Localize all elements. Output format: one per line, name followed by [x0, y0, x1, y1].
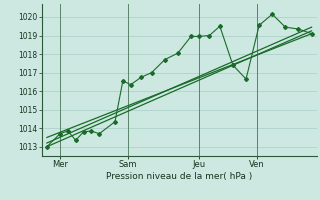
X-axis label: Pression niveau de la mer( hPa ): Pression niveau de la mer( hPa ) — [106, 172, 252, 181]
